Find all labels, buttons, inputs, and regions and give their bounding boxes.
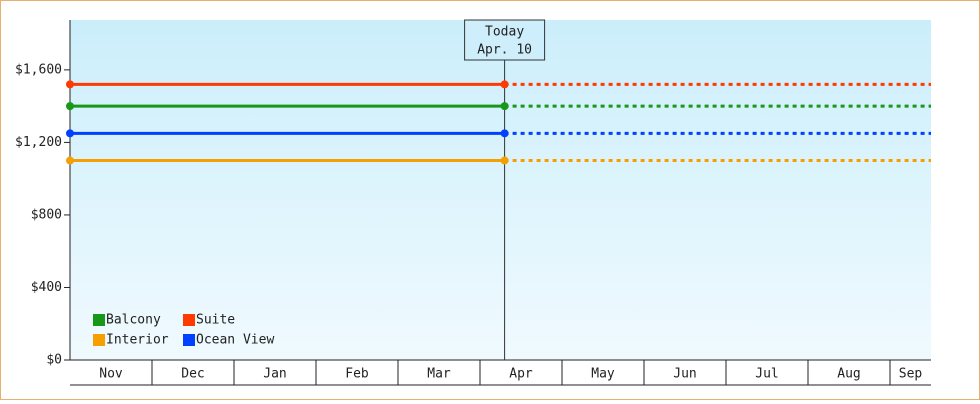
today-date: Apr. 10 [477,43,532,58]
x-tick-label: Feb [345,367,369,382]
x-tick-label: Dec [181,367,204,382]
legend-swatch [93,314,105,326]
x-tick-label: Nov [99,367,123,382]
price-point [66,80,74,89]
y-tick-label: $0 [46,353,62,368]
x-tick-label: Jul [755,367,778,382]
price-point [66,156,74,165]
x-tick-label: Mar [427,367,451,382]
x-tick-label: Sep [899,367,923,382]
plot-area [70,20,931,360]
x-tick-label: Aug [837,367,860,382]
price-point [500,156,509,165]
legend-label: Suite [196,313,235,328]
price-point [500,80,509,89]
price-point [66,129,74,138]
legend-swatch [93,334,105,346]
x-tick-label: May [591,367,615,382]
y-tick-label: $1,600 [15,62,62,77]
y-tick-label: $800 [31,207,62,222]
legend-label: Interior [106,333,169,348]
today-label: Today [485,25,524,40]
legend-swatch [183,334,195,346]
y-tick-label: $400 [31,280,62,295]
x-tick-label: Jan [263,367,286,382]
legend-swatch [183,314,195,326]
y-tick-label: $1,200 [15,135,62,150]
price-point [500,129,509,138]
today-box [464,19,546,61]
legend-label: Balcony [106,313,161,328]
x-tick-label: Apr [509,367,533,382]
price-point [500,102,509,111]
price-point [66,102,74,111]
x-tick-label: Jun [673,367,696,382]
legend-label: Ocean View [196,333,274,348]
